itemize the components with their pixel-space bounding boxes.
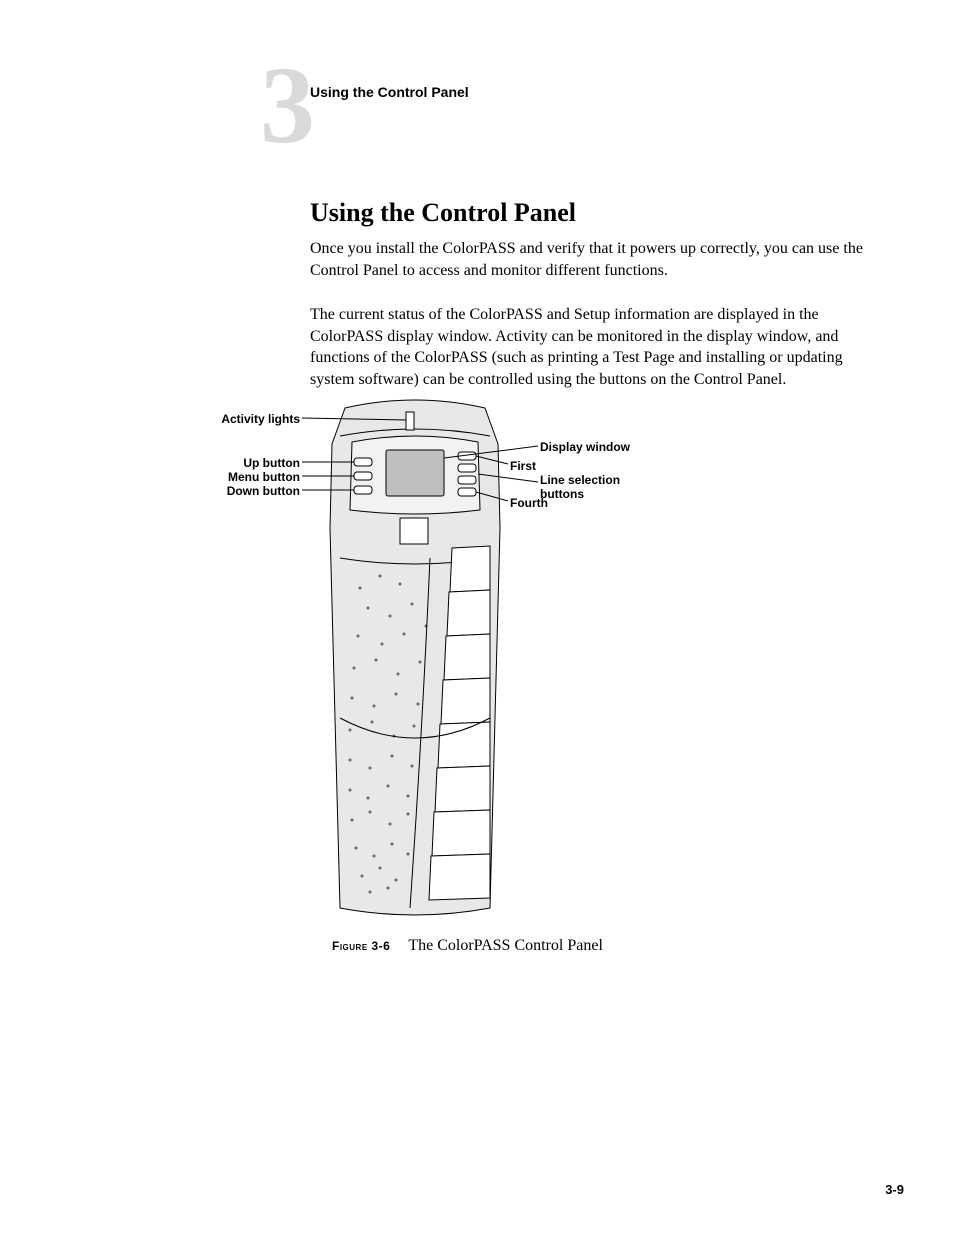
label-first: First xyxy=(510,459,536,473)
page-number: 3-9 xyxy=(885,1182,904,1197)
body-paragraph: The current status of the ColorPASS and … xyxy=(310,304,890,390)
body-paragraph: Once you install the ColorPASS and verif… xyxy=(310,238,890,281)
label-display-window: Display window xyxy=(540,440,630,454)
label-activity-lights: Activity lights xyxy=(190,412,300,426)
section-heading: Using the Control Panel xyxy=(310,198,576,228)
label-menu-button: Menu button xyxy=(190,470,300,484)
document-page: 3 Using the Control Panel Using the Cont… xyxy=(0,0,954,1235)
label-up-button: Up button xyxy=(190,456,300,470)
figure-caption: Figure 3-6 The ColorPASS Control Panel xyxy=(332,937,603,955)
figure-number: Figure 3-6 xyxy=(332,939,390,953)
figure-title: The ColorPASS Control Panel xyxy=(408,937,603,954)
running-head: Using the Control Panel xyxy=(310,84,469,100)
label-line-selection: Line selection buttons xyxy=(540,474,660,502)
label-fourth: Fourth xyxy=(510,496,548,510)
chapter-number: 3 xyxy=(260,50,315,160)
label-down-button: Down button xyxy=(190,484,300,498)
figure: Activity lights Up button Menu button Do… xyxy=(190,398,750,958)
